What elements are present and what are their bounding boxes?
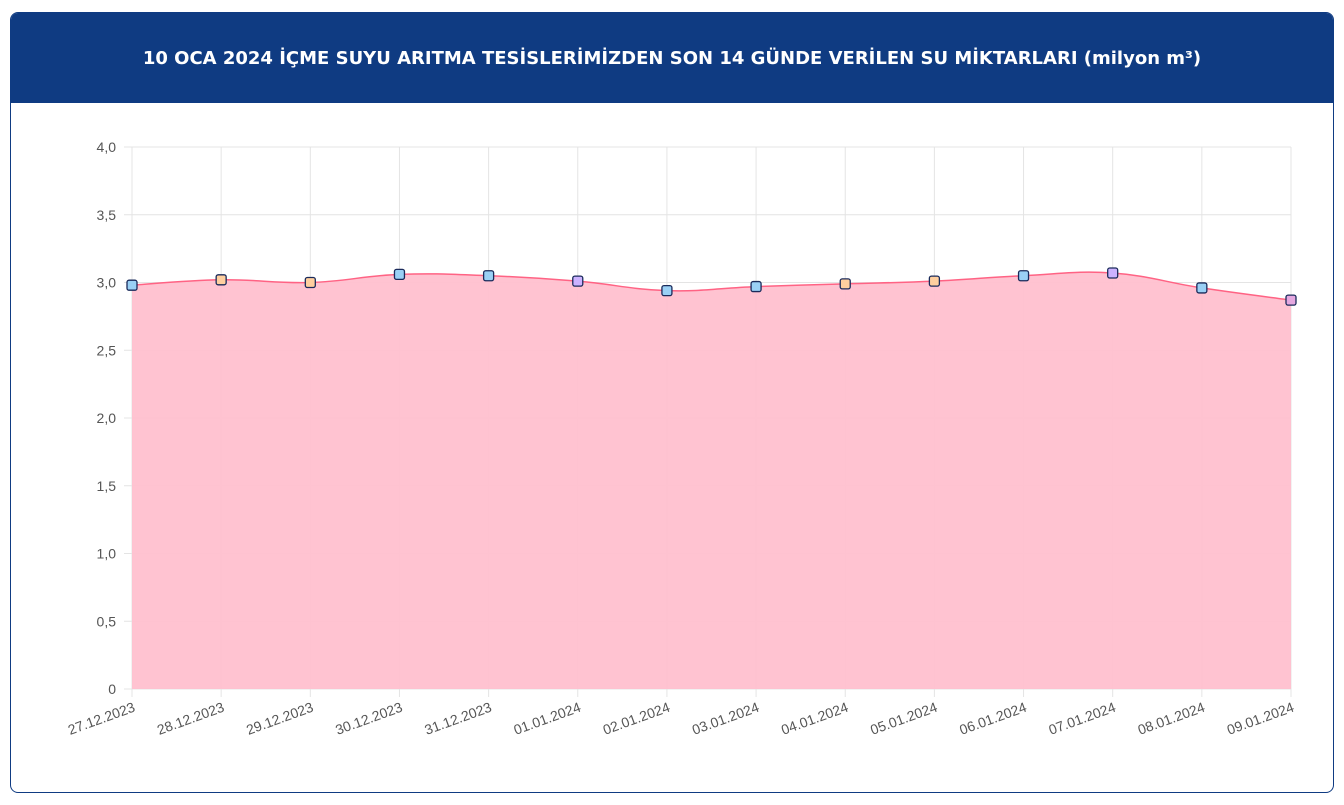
y-tick-label: 2,0 xyxy=(97,410,117,426)
area-fill xyxy=(132,272,1291,689)
x-tick-label: 09.01.2024 xyxy=(1225,699,1297,738)
point xyxy=(750,280,762,293)
x-tick-label: 04.01.2024 xyxy=(779,699,851,738)
x-tick-label: 08.01.2024 xyxy=(1136,699,1208,738)
chart-title: 10 OCA 2024 İÇME SUYU ARITMA TESİSLERİMİ… xyxy=(11,13,1333,103)
x-tick-label: 30.12.2023 xyxy=(333,699,405,738)
x-tick-label: 27.12.2023 xyxy=(66,699,138,738)
y-tick-label: 0,5 xyxy=(97,613,117,629)
x-tick-label: 05.01.2024 xyxy=(868,699,940,738)
y-tick-label: 3,5 xyxy=(97,207,117,223)
point xyxy=(928,275,941,287)
x-tick-label: 02.01.2024 xyxy=(601,699,673,738)
y-tick-label: 1,0 xyxy=(97,546,117,562)
x-tick-label: 28.12.2023 xyxy=(155,699,227,738)
point xyxy=(1017,270,1030,282)
point xyxy=(126,279,138,291)
x-tick-label: 07.01.2024 xyxy=(1046,699,1118,738)
y-tick-label: 2,5 xyxy=(97,342,117,358)
point xyxy=(393,268,406,281)
x-tick-label: 29.12.2023 xyxy=(244,699,316,738)
x-tick-label: 03.01.2024 xyxy=(690,699,762,738)
point xyxy=(215,274,227,286)
point xyxy=(482,270,495,282)
point xyxy=(661,284,673,297)
point xyxy=(572,275,584,287)
chart-card: 10 OCA 2024 İÇME SUYU ARITMA TESİSLERİMİ… xyxy=(10,12,1334,793)
y-tick-label: 0 xyxy=(108,681,116,697)
point xyxy=(1196,282,1208,294)
y-tick-label: 3,0 xyxy=(97,275,117,291)
point xyxy=(304,276,316,289)
x-tick-label: 06.01.2024 xyxy=(957,699,1029,738)
x-tick-label: 01.01.2024 xyxy=(511,699,583,738)
point xyxy=(1285,294,1297,306)
point xyxy=(839,278,851,290)
point xyxy=(1107,267,1119,279)
y-tick-label: 1,5 xyxy=(97,478,117,494)
y-tick-label: 4,0 xyxy=(97,139,117,155)
x-tick-label: 31.12.2023 xyxy=(422,699,494,738)
line xyxy=(131,271,1292,301)
